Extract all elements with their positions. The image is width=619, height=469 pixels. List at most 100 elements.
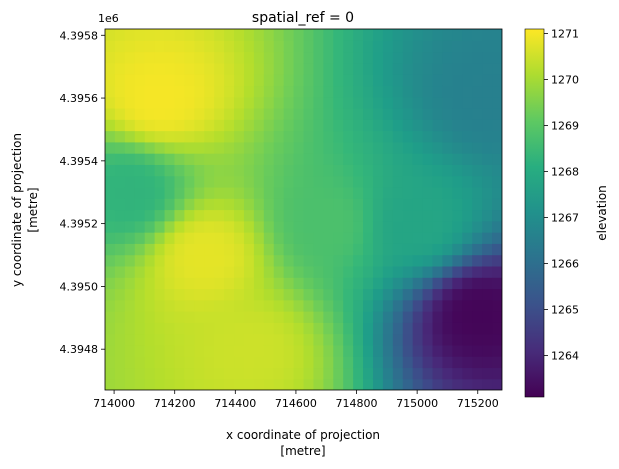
heatmap-cell (174, 243, 185, 256)
heatmap-cell (253, 378, 265, 390)
heatmap-cell (124, 311, 136, 323)
x-tick-label: 714400 (214, 397, 256, 410)
heatmap-cell (144, 175, 156, 188)
heatmap-cell (392, 198, 404, 211)
heatmap-cell (144, 265, 156, 278)
heatmap-cell (363, 311, 374, 323)
heatmap-cell (353, 299, 364, 312)
heatmap-cell (482, 62, 493, 75)
heatmap-cell (492, 29, 502, 41)
heatmap-cell (382, 175, 394, 188)
heatmap-cell (273, 96, 285, 109)
heatmap-cell (194, 311, 205, 323)
heatmap-cell (482, 96, 493, 109)
heatmap-cell (184, 254, 195, 267)
heatmap-cell (472, 311, 483, 323)
heatmap-cell (492, 322, 502, 335)
heatmap-cell (333, 29, 344, 41)
heatmap-cell (114, 164, 126, 177)
heatmap-cell (333, 254, 344, 267)
heatmap-cell (144, 243, 156, 256)
heatmap-cell (114, 322, 126, 335)
heatmap-cell (204, 243, 215, 256)
heatmap-cell (442, 141, 453, 154)
heatmap-cell (214, 141, 225, 154)
heatmap-cell (462, 299, 473, 312)
heatmap-cell (382, 254, 394, 267)
heatmap-cell (382, 311, 394, 323)
heatmap-cell (234, 333, 245, 346)
heatmap-cell (482, 153, 493, 165)
heatmap-cell (303, 119, 315, 132)
heatmap-cell (363, 198, 374, 211)
heatmap-cell (263, 175, 275, 188)
heatmap-cell (432, 74, 444, 87)
heatmap-cell (392, 62, 404, 75)
heatmap-cell (482, 175, 493, 188)
heatmap-cell (363, 153, 374, 165)
heatmap-cell (293, 153, 305, 165)
heatmap-cell (353, 367, 364, 380)
heatmap-cell (363, 62, 374, 75)
heatmap-cell (105, 344, 116, 357)
heatmap-cell (392, 243, 404, 256)
heatmap-cell (204, 344, 215, 357)
heatmap-cell (263, 232, 275, 244)
heatmap-cell (243, 356, 255, 369)
heatmap-cell (154, 322, 166, 335)
heatmap-cell (144, 107, 156, 120)
heatmap-cell (372, 277, 384, 290)
heatmap-cell (492, 378, 502, 390)
heatmap-cell (263, 311, 275, 323)
heatmap-cell (472, 356, 483, 369)
heatmap-cell (114, 243, 126, 256)
heatmap-cell (124, 344, 136, 357)
heatmap-cell (353, 232, 364, 244)
heatmap-cell (492, 265, 502, 278)
heatmap-cell (204, 107, 215, 120)
heatmap-cell (422, 299, 434, 312)
heatmap-cell (253, 299, 265, 312)
heatmap-cell (243, 141, 255, 154)
heatmap-cell (303, 243, 315, 256)
heatmap-cell (273, 311, 285, 323)
heatmap-cell (214, 186, 225, 199)
heatmap-cell (224, 243, 235, 256)
heatmap-cell (472, 186, 483, 199)
heatmap-cell (154, 254, 166, 267)
heatmap-cell (234, 74, 245, 87)
heatmap-cell (363, 265, 374, 278)
heatmap-cell (293, 288, 305, 301)
heatmap-cell (412, 175, 424, 188)
heatmap-cell (452, 175, 463, 188)
heatmap-cell (353, 209, 364, 222)
heatmap-cell (462, 198, 473, 211)
heatmap-cell (224, 119, 235, 132)
heatmap-cell (164, 299, 176, 312)
heatmap-cell (333, 51, 344, 64)
heatmap-cell (412, 333, 424, 346)
heatmap-cell (313, 29, 324, 41)
heatmap-cell (353, 288, 364, 301)
heatmap-cell (313, 243, 324, 256)
heatmap-cell (184, 209, 195, 222)
heatmap-cell (412, 344, 424, 357)
heatmap-cell (234, 288, 245, 301)
heatmap-cell (462, 344, 473, 357)
heatmap-cell (184, 232, 195, 244)
heatmap-cell (343, 299, 354, 312)
heatmap-cell (422, 367, 434, 380)
heatmap-cell (134, 333, 146, 346)
heatmap-cell (462, 265, 473, 278)
heatmap-cell (234, 378, 245, 390)
heatmap-cell (353, 51, 364, 64)
heatmap-cell (432, 119, 444, 132)
heatmap-cell (224, 62, 235, 75)
heatmap-cell (114, 288, 126, 301)
heatmap-cell (194, 220, 205, 233)
heatmap-cell (422, 119, 434, 132)
heatmap-cell (452, 378, 463, 390)
heatmap-cell (303, 186, 315, 199)
heatmap-cell (492, 209, 502, 222)
heatmap-cell (492, 153, 502, 165)
